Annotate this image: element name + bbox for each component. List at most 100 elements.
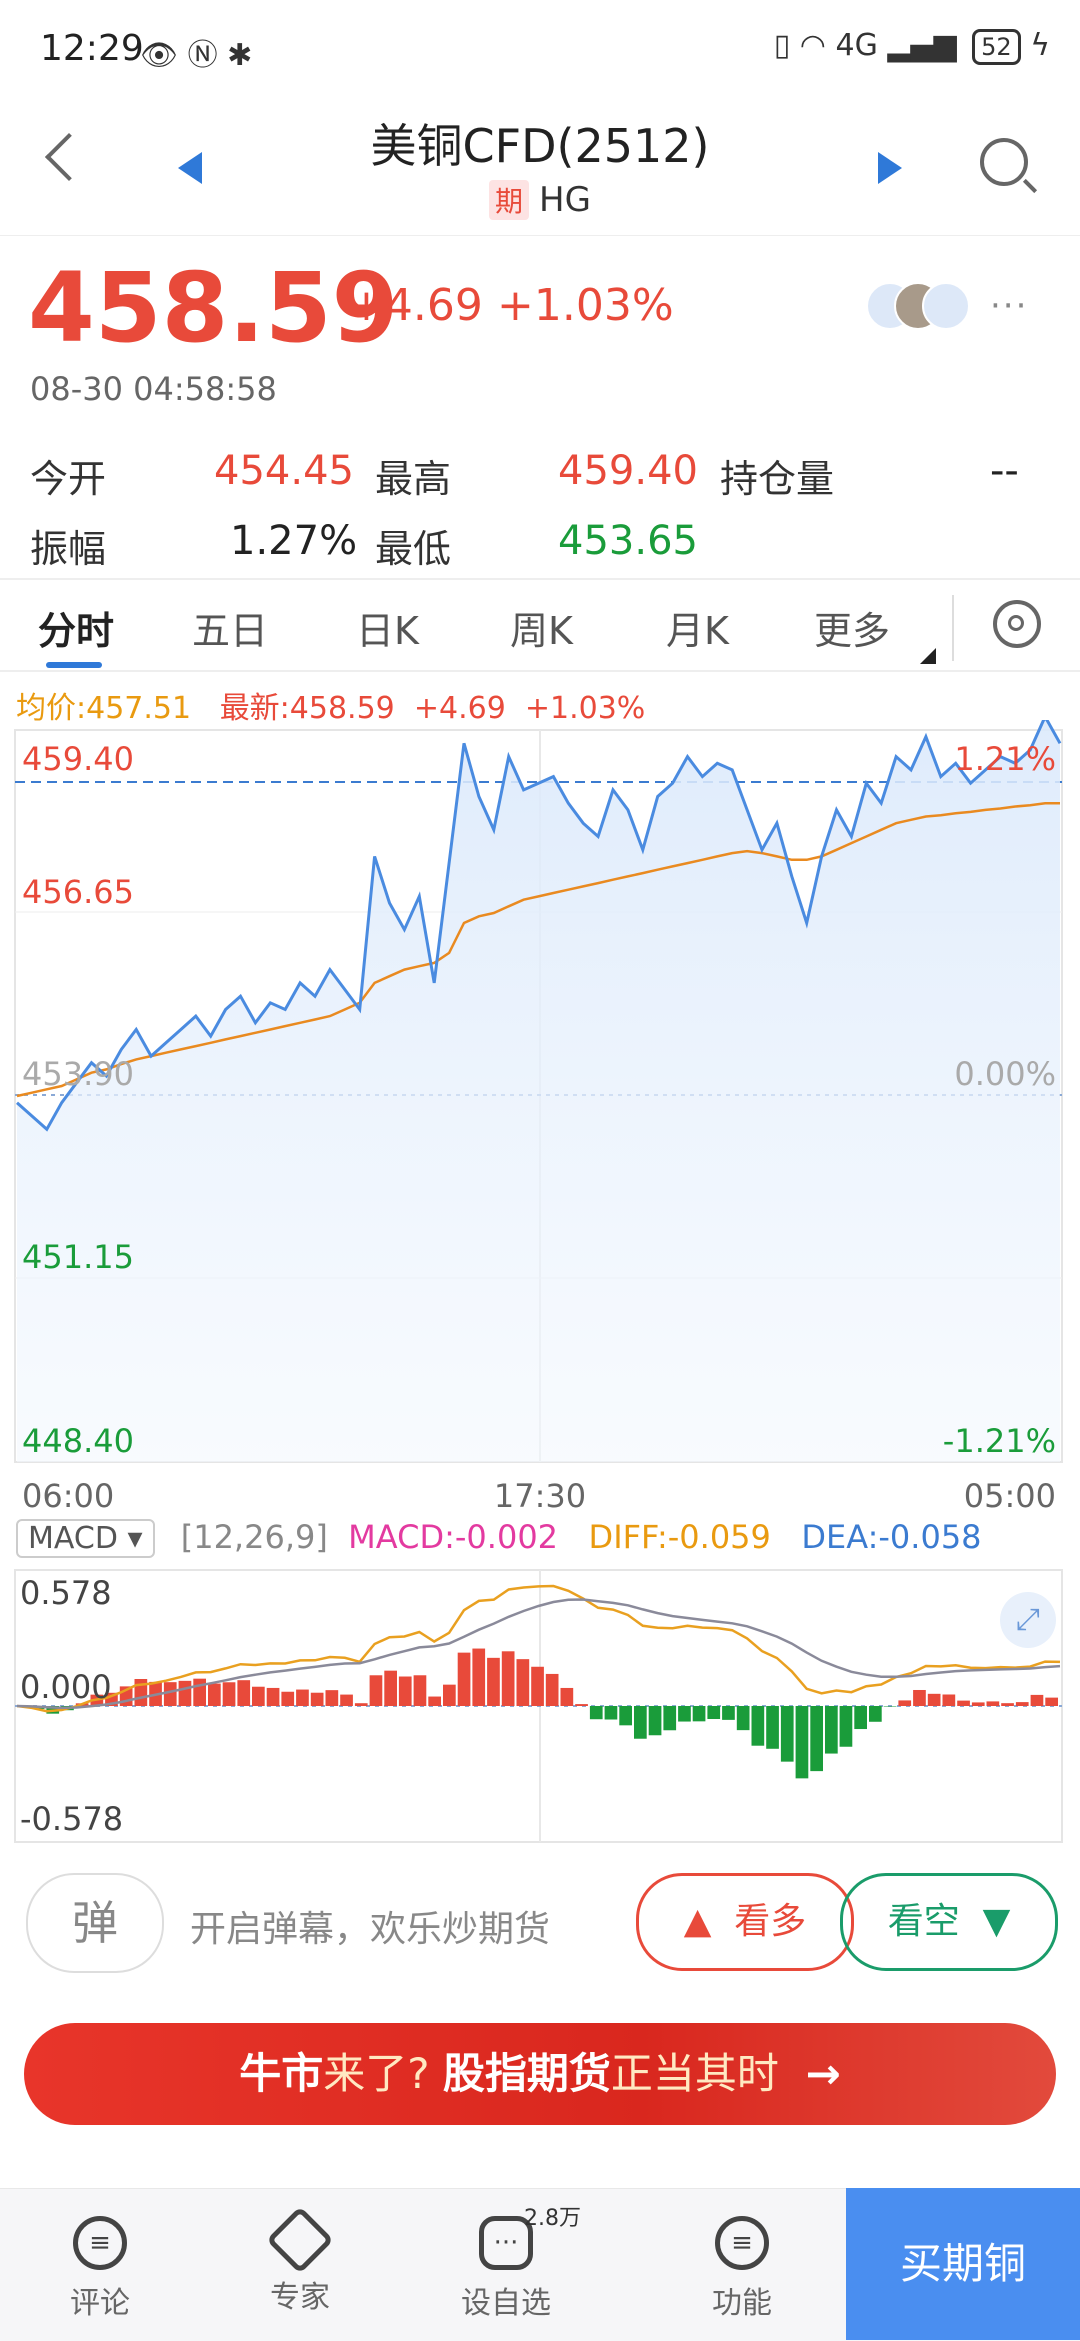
nav-comment[interactable]: ≡ 评论 [30, 2188, 170, 2340]
macd-bar [987, 1701, 1000, 1706]
macd-bar [502, 1651, 515, 1706]
high-value: 459.40 [558, 448, 698, 494]
tab-5day[interactable]: 五日 [192, 600, 268, 655]
macd-bar [590, 1706, 603, 1719]
nav-label: 评论 [30, 2278, 170, 2322]
page-title: 美铜CFD(2512) [0, 110, 1080, 176]
macd-bar [693, 1706, 706, 1721]
macd-chart[interactable]: 0.578 0.000 -0.578 [0, 1568, 1080, 1848]
clock: 12:29 [40, 28, 144, 69]
battery-icon: 52 [972, 29, 1021, 65]
tab-weekly-k[interactable]: 周K [510, 600, 573, 655]
intraday-chart[interactable]: 459.40 456.65 453.90 451.15 448.40 1.21%… [0, 720, 1080, 1520]
macd-params: [12,26,9] [181, 1518, 328, 1556]
macd-bar [1031, 1695, 1044, 1706]
tab-daily-k[interactable]: 日K [356, 600, 419, 655]
macd-bar [575, 1704, 588, 1706]
amplitude-value: 1.27% [230, 518, 357, 564]
macd-bar [825, 1706, 838, 1754]
macd-bar [561, 1688, 574, 1706]
macd-bar [267, 1688, 280, 1706]
x-label-end: 05:00 [964, 1477, 1056, 1515]
nav-label: 设自选 [436, 2278, 576, 2322]
open-value: 454.45 [214, 448, 354, 494]
quote-time: 08-30 04:58:58 [30, 370, 277, 408]
tab-intraday[interactable]: 分时 [38, 600, 114, 655]
macd-bar [663, 1706, 676, 1730]
nav-expert[interactable]: 专家 [230, 2188, 370, 2340]
bearish-button[interactable]: 看空 ▼ [840, 1873, 1058, 1971]
y-label: 456.65 [22, 873, 134, 911]
buy-futures-button[interactable]: 买期铜 [846, 2188, 1080, 2340]
expand-icon[interactable]: ⤢ [1000, 1592, 1056, 1648]
next-contract-icon[interactable] [878, 152, 902, 184]
oi-value: -- [990, 448, 1019, 494]
macd-bar [898, 1700, 911, 1706]
macd-y-zero: 0.000 [20, 1668, 112, 1706]
macd-bar [766, 1706, 779, 1749]
oi-label: 持仓量 [720, 448, 834, 503]
macd-bar [707, 1706, 720, 1719]
settings-icon[interactable] [993, 600, 1041, 648]
up-triangle-icon: ▲ [684, 1901, 712, 1942]
signal-icons: ▯ ◠ 4G ▂▄▆ [774, 28, 957, 63]
macd-bar [193, 1679, 206, 1706]
macd-bar [340, 1695, 353, 1706]
macd-bar [311, 1693, 324, 1706]
avatar-group[interactable] [866, 282, 976, 328]
price-change-pct: +1.03% [497, 280, 674, 331]
menu-icon: ≡ [715, 2216, 769, 2270]
chat-icon: ≡ [73, 2216, 127, 2270]
promo-banner[interactable]: 牛市来了? 股指期货正当其时 → [24, 2023, 1056, 2125]
macd-bar [943, 1694, 956, 1706]
y-pct-zero: 0.00% [954, 1055, 1056, 1093]
danmu-input[interactable]: 开启弹幕，欢乐炒期货 [190, 1900, 550, 1952]
macd-bar [326, 1690, 339, 1706]
macd-bar [737, 1706, 750, 1730]
y-pct-low: -1.21% [943, 1422, 1056, 1460]
divider [0, 670, 1080, 672]
macd-bar [1016, 1702, 1029, 1706]
tab-indicator [46, 662, 102, 668]
nav-functions[interactable]: ≡ 功能 [672, 2188, 812, 2340]
open-label: 今开 [30, 448, 106, 503]
status-right-icons: ▯ ◠ 4G ▂▄▆ 52 ϟ [774, 28, 1050, 65]
more-icon[interactable]: ··· [990, 286, 1028, 326]
macd-bar [487, 1658, 500, 1706]
nav-label: 功能 [672, 2278, 812, 2322]
y-label-low: 448.40 [22, 1422, 134, 1460]
divider [0, 578, 1080, 580]
macd-bar [957, 1701, 970, 1706]
macd-y-bottom: -0.578 [20, 1800, 123, 1838]
futures-badge: 期 [489, 180, 529, 220]
macd-bar [928, 1694, 941, 1706]
high-label: 最高 [375, 448, 451, 503]
macd-bar [208, 1684, 221, 1706]
indicator-select[interactable]: MACD ▾ [16, 1519, 155, 1558]
tab-monthly-k[interactable]: 月K [666, 600, 729, 655]
macd-y-top: 0.578 [20, 1574, 112, 1612]
banner-part: 正当其时 [611, 2049, 779, 2098]
macd-bar [296, 1690, 309, 1706]
macd-bar [1001, 1703, 1014, 1706]
arrow-right-icon: → [806, 2049, 841, 2098]
macd-bar [781, 1706, 794, 1762]
expert-icon [266, 2206, 334, 2274]
macd-bar [913, 1690, 926, 1706]
macd-bar [840, 1706, 853, 1747]
bullish-button[interactable]: ▲ 看多 [636, 1873, 854, 1971]
macd-value: MACD:-0.002 [348, 1518, 558, 1556]
bearish-label: 看空 [888, 1901, 960, 1942]
more-dropdown-icon [920, 648, 936, 664]
macd-bar [458, 1653, 471, 1706]
danmu-toggle-button[interactable]: 弹 [26, 1873, 164, 1973]
down-triangle-icon: ▼ [983, 1901, 1011, 1942]
macd-bar [281, 1692, 294, 1706]
search-icon[interactable] [980, 138, 1028, 186]
low-label: 最低 [375, 518, 451, 573]
x-label-mid: 17:30 [494, 1477, 586, 1515]
dea-value: DEA:-0.058 [801, 1518, 981, 1556]
tab-more[interactable]: 更多 [814, 600, 890, 655]
macd-bar [810, 1706, 823, 1771]
